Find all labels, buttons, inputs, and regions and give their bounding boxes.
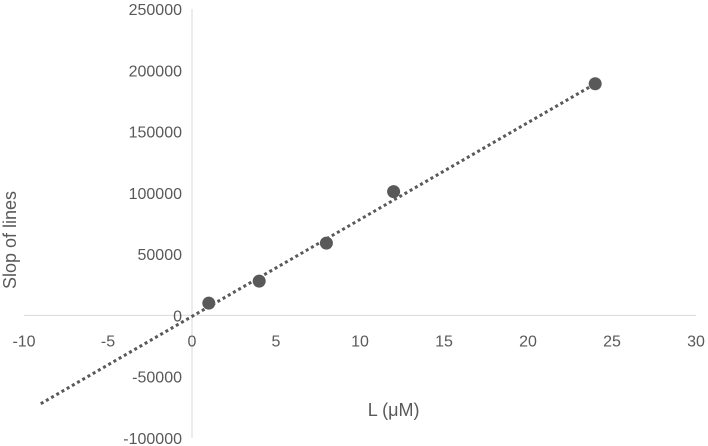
x-tick-label: -10 xyxy=(12,333,35,350)
y-tick-label: 0 xyxy=(173,308,182,325)
x-tick-label: 0 xyxy=(188,333,197,350)
data-point xyxy=(588,77,602,91)
y-tick-label: 100000 xyxy=(129,186,182,203)
data-point xyxy=(202,296,216,310)
x-tick-label: 25 xyxy=(603,333,621,350)
data-points xyxy=(202,77,602,310)
linear-trendline xyxy=(40,82,596,405)
x-tick-label: 10 xyxy=(351,333,369,350)
y-tick-label: 200000 xyxy=(129,63,182,80)
x-tick-label: 20 xyxy=(519,333,537,350)
y-tick-label: 50000 xyxy=(138,247,183,264)
x-tick-labels: -10 -5 0 5 10 15 20 25 30 xyxy=(12,333,705,350)
x-axis-title: L (μM) xyxy=(368,400,420,420)
data-point xyxy=(387,185,401,199)
y-tick-labels: -100000 -50000 0 50000 100000 150000 200000 250… xyxy=(123,2,182,446)
data-point xyxy=(252,274,266,288)
y-tick-label: 150000 xyxy=(129,125,182,142)
data-point xyxy=(319,236,333,250)
y-axis-title: Slop of lines xyxy=(0,191,20,289)
x-tick-label: 15 xyxy=(435,333,453,350)
x-tick-label: -5 xyxy=(101,333,115,350)
y-tick-label: -100000 xyxy=(123,431,182,446)
y-tick-label: -50000 xyxy=(132,370,182,387)
x-tick-label: 30 xyxy=(687,333,705,350)
x-tick-label: 5 xyxy=(272,333,281,350)
y-tick-label: 250000 xyxy=(129,2,182,19)
